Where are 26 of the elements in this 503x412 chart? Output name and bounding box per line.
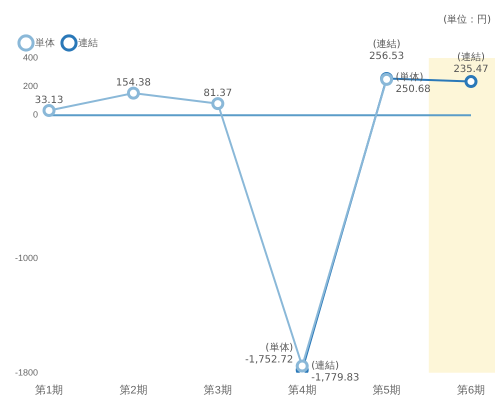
- data-label: 81.37: [203, 88, 232, 100]
- y-tick-label: -1800: [14, 367, 38, 378]
- x-tick-label: 第4期: [288, 384, 316, 396]
- data-label: 33.13: [34, 95, 64, 106]
- y-tick-label: 0: [33, 110, 38, 120]
- text: (単位：円): [443, 14, 492, 26]
- x-tick-label: 第1期: [34, 384, 64, 396]
- point: [296, 360, 309, 373]
- point: [42, 104, 56, 117]
- y-tick-label: 200: [22, 81, 38, 92]
- data-label: 154.38: [116, 78, 151, 89]
- point: [211, 97, 224, 110]
- data-label: (連結) -1,779.83: [311, 360, 360, 384]
- legend-label: 単体: [35, 36, 55, 49]
- x-tick-label: 第3期: [204, 384, 232, 396]
- x-tick-label: 第5期: [372, 384, 401, 396]
- x-tick-label: 第2期: [119, 384, 148, 396]
- data-label: (単体) -1,752.72: [245, 342, 294, 366]
- data-label: (連結) 256.53: [369, 38, 404, 62]
- y-tick-label: 400: [22, 52, 38, 62]
- legend-label: 連結: [78, 36, 98, 49]
- x-tick-label: 第6期: [456, 384, 486, 396]
- point: [126, 86, 140, 100]
- y-tick-label: -1000: [14, 252, 38, 263]
- data-label: (連結) 235.47: [454, 51, 488, 76]
- point: [464, 75, 478, 88]
